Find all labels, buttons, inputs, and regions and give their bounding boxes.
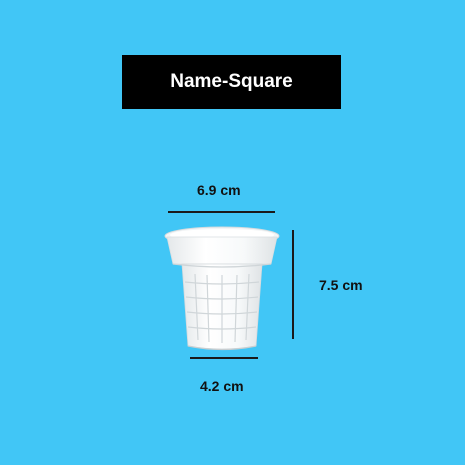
bottom-width-line	[190, 357, 258, 359]
title-banner: Name-Square	[122, 55, 341, 109]
product-title: Name-Square	[170, 71, 293, 92]
top-width-label: 6.9 cm	[197, 182, 241, 198]
top-width-line	[168, 211, 275, 213]
height-label: 7.5 cm	[319, 277, 363, 293]
height-line	[292, 230, 294, 339]
bottom-width-label: 4.2 cm	[200, 378, 244, 394]
cup-icon	[164, 226, 280, 351]
